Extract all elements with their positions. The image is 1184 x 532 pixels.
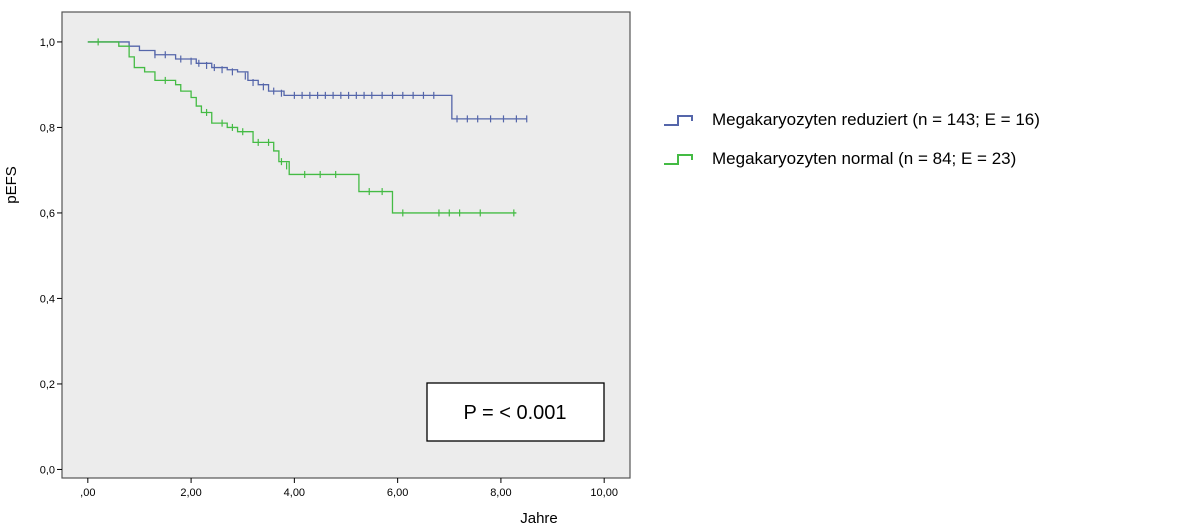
y-tick-label: 0,0 <box>40 464 55 476</box>
y-tick-label: 0,4 <box>40 293 55 305</box>
legend-label-normal: Megakaryozyten normal (n = 84; E = 23) <box>712 149 1016 168</box>
series-layer <box>87 38 528 217</box>
series-1 <box>87 38 517 217</box>
legend-swatch-normal <box>664 154 693 165</box>
y-tick-label: 0,2 <box>40 379 55 391</box>
x-tick-label: 2,00 <box>180 487 201 499</box>
y-tick-label: 0,6 <box>40 208 55 220</box>
p-value-box <box>426 382 605 442</box>
tick-layer: ,00 2,00 4,00 6,00 8,00 10,00 0,0 0,2 0,4 0,6 0,8 1… <box>40 37 618 499</box>
y-tick-label: 0,8 <box>40 122 55 134</box>
x-axis-label: Jahre <box>520 510 558 527</box>
p-value-annotation: P = < 0.001 <box>463 402 566 424</box>
x-tick-label: 10,00 <box>590 487 618 499</box>
series-0 <box>87 41 528 123</box>
y-tick-label: 1,0 <box>40 37 55 49</box>
legend: Megakaryozyten reduziert (n = 143; E = 1… <box>664 110 1040 168</box>
x-tick-label: 6,00 <box>387 487 408 499</box>
survival-step-line <box>87 41 527 120</box>
x-tick-label: 4,00 <box>284 487 305 499</box>
x-tick-label: 8,00 <box>490 487 511 499</box>
y-axis-label: pEFS <box>3 166 20 204</box>
legend-label-reduziert: Megakaryozyten reduziert (n = 143; E = 1… <box>712 110 1040 129</box>
x-tick-label: ,00 <box>80 487 95 499</box>
legend-swatch-reduziert <box>664 115 693 126</box>
